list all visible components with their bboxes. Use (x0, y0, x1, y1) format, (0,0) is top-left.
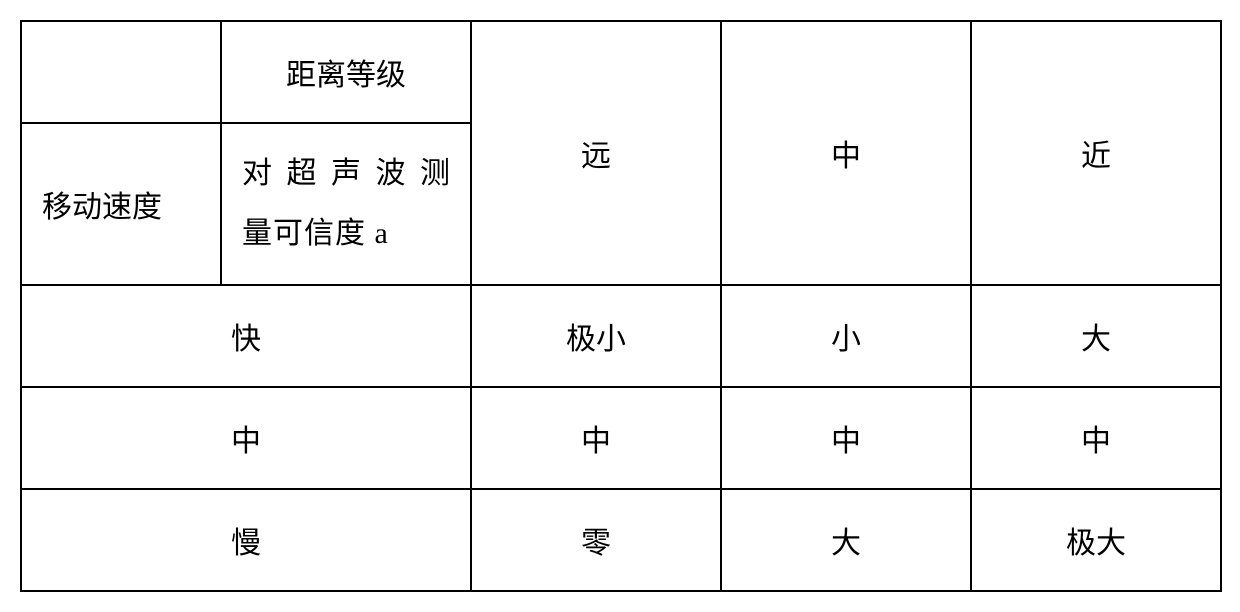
cell-value: 大 (721, 489, 971, 591)
row-group-label: 移动速度 (21, 123, 221, 285)
header-blank-cell (21, 21, 221, 123)
value-metric-label: 对超声波测 量可信度 a (221, 123, 471, 285)
table-row: 快 极小 小 大 (21, 285, 1221, 387)
table-row: 慢 零 大 极大 (21, 489, 1221, 591)
col-mid-header: 中 (721, 21, 971, 285)
header-row-1: 距离等级 远 中 近 (21, 21, 1221, 123)
cell-value: 极大 (971, 489, 1221, 591)
cell-value: 大 (971, 285, 1221, 387)
cell-value: 极小 (471, 285, 721, 387)
value-metric-label-line1: 对超声波测 (242, 144, 450, 204)
table: 距离等级 远 中 近 移动速度 对超声波测 量可信度 a 快 极小 小 大 中 … (20, 20, 1222, 592)
row-speed-label: 慢 (21, 489, 471, 591)
cell-value: 中 (471, 387, 721, 489)
table-row: 中 中 中 中 (21, 387, 1221, 489)
cell-value: 中 (971, 387, 1221, 489)
cell-value: 零 (471, 489, 721, 591)
cell-value: 小 (721, 285, 971, 387)
col-far-header: 远 (471, 21, 721, 285)
cell-value: 中 (721, 387, 971, 489)
row-speed-label: 快 (21, 285, 471, 387)
column-group-label: 距离等级 (221, 21, 471, 123)
row-speed-label: 中 (21, 387, 471, 489)
confidence-table: 距离等级 远 中 近 移动速度 对超声波测 量可信度 a 快 极小 小 大 中 … (20, 20, 1220, 592)
col-near-header: 近 (971, 21, 1221, 285)
value-metric-label-line2: 量可信度 a (242, 204, 450, 264)
